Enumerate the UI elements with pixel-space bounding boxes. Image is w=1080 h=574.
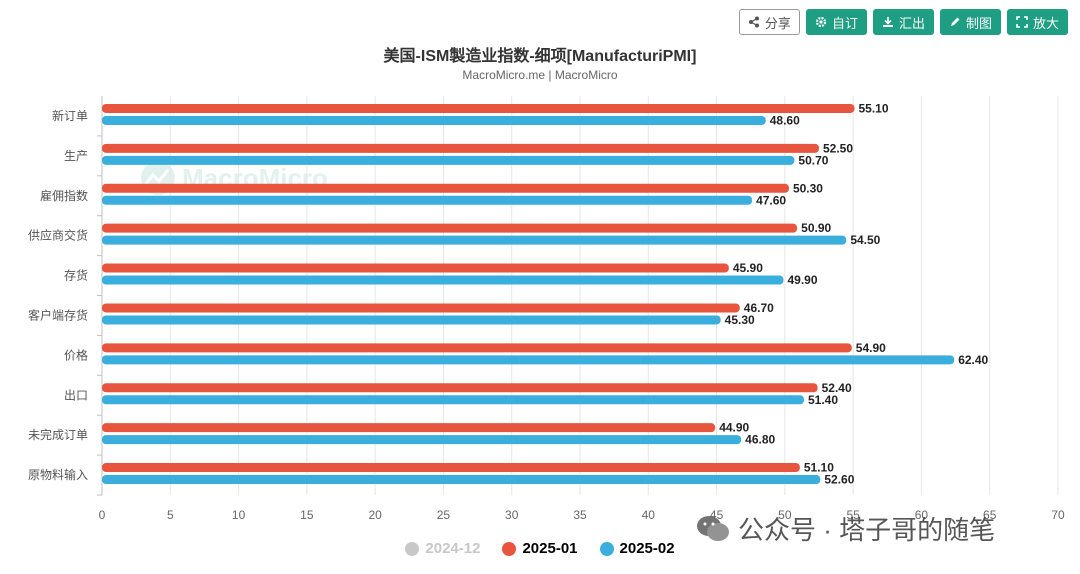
y-category-label: 供应商交货 xyxy=(28,228,88,243)
x-tick-label: 25 xyxy=(437,508,451,522)
bar-2025-01 xyxy=(102,103,855,113)
x-tick-label: 55 xyxy=(846,508,860,522)
x-tick-label: 40 xyxy=(642,508,656,522)
chart-title: 美国-ISM製造业指数-细项[ManufacturiPMI] xyxy=(383,48,697,65)
wechat-watermark: 公众号 · 塔子哥的随笔 xyxy=(696,510,995,547)
x-tick-label: 0 xyxy=(99,508,106,522)
y-category-label: 未完成订单 xyxy=(28,427,88,442)
share-icon xyxy=(748,16,759,28)
chart-toolbar: 分享 自订 汇出 制图 放大 xyxy=(738,9,1068,35)
data-label-2025-02: 46.80 xyxy=(745,433,775,447)
x-tick-label: 65 xyxy=(983,508,997,522)
bar-2025-01 xyxy=(102,463,800,473)
x-tick-label: 70 xyxy=(1051,508,1065,522)
x-tick-label: 60 xyxy=(915,508,929,522)
gear-icon xyxy=(815,16,827,28)
bar-2025-02 xyxy=(102,355,955,365)
data-label-2025-02: 48.60 xyxy=(770,113,800,127)
data-label-2025-02: 45.30 xyxy=(725,313,755,327)
y-category-label: 存货 xyxy=(64,268,88,283)
bar-2025-01 xyxy=(102,183,789,193)
x-tick-label: 20 xyxy=(368,508,382,522)
bar-2025-02 xyxy=(102,475,821,485)
legend-dot-2024-12 xyxy=(405,541,420,556)
chart-legend: 2024-12 2025-01 2025-02 xyxy=(0,540,1080,557)
legend-label-2025-01: 2025-01 xyxy=(522,540,578,557)
draw-label: 制图 xyxy=(965,15,992,31)
bar-2025-02 xyxy=(102,435,742,445)
x-tick-label: 35 xyxy=(573,508,587,522)
wechat-icon xyxy=(697,515,729,541)
data-label-2025-01: 51.10 xyxy=(804,461,834,475)
bar-2025-01 xyxy=(102,423,716,433)
bar-2025-02 xyxy=(102,395,804,405)
legend-item-2025-02[interactable]: 2025-02 xyxy=(599,540,675,557)
bar-2025-01 xyxy=(102,303,740,313)
bar-2025-01 xyxy=(102,263,729,273)
export-label: 汇出 xyxy=(898,15,925,31)
data-label-2025-02: 50.70 xyxy=(798,153,828,167)
custom-button[interactable]: 自订 xyxy=(805,9,867,35)
expand-icon xyxy=(1016,16,1028,28)
data-label-2025-01: 46.70 xyxy=(744,301,774,315)
x-tick-label: 15 xyxy=(300,508,314,522)
y-category-label: 价格 xyxy=(64,347,88,362)
share-button[interactable]: 分享 xyxy=(738,9,800,35)
draw-button[interactable]: 制图 xyxy=(939,9,1001,35)
share-label: 分享 xyxy=(764,15,791,31)
legend-label-2025-02: 2025-02 xyxy=(619,540,675,557)
download-icon xyxy=(882,17,893,27)
bar-2025-02 xyxy=(102,195,753,205)
x-tick-label: 10 xyxy=(232,508,246,522)
wechat-watermark-text: 公众号 · 塔子哥的随笔 xyxy=(738,515,996,545)
x-tick-label: 5 xyxy=(167,508,174,522)
chart-subtitle: MacroMicro.me | MacroMicro xyxy=(462,68,618,82)
x-tick-label: 30 xyxy=(505,508,519,522)
bar-2025-02 xyxy=(102,155,795,165)
bar-2025-01 xyxy=(102,343,852,353)
data-label-2025-02: 54.50 xyxy=(850,233,880,247)
bar-2025-02 xyxy=(102,115,766,125)
legend-dot-2025-01 xyxy=(502,541,517,556)
bar-2025-01 xyxy=(102,223,798,233)
data-label-2025-02: 47.60 xyxy=(756,193,786,207)
data-label-2025-02: 51.40 xyxy=(808,393,838,407)
data-label-2025-01: 54.90 xyxy=(856,341,886,355)
data-label-2025-01: 55.10 xyxy=(859,101,889,115)
bar-2025-01 xyxy=(102,383,818,393)
data-label-2025-01: 50.30 xyxy=(793,181,823,195)
bar-2025-02 xyxy=(102,275,784,285)
enlarge-button[interactable]: 放大 xyxy=(1006,9,1068,35)
legend-item-2024-12[interactable]: 2024-12 xyxy=(405,540,480,557)
y-category-label: 原物料输入 xyxy=(28,467,88,482)
enlarge-label: 放大 xyxy=(1032,15,1059,31)
data-label-2025-01: 52.50 xyxy=(823,141,853,155)
legend-dot-2025-02 xyxy=(599,541,614,556)
export-button[interactable]: 汇出 xyxy=(872,9,934,35)
y-category-label: 客户端存货 xyxy=(28,307,88,322)
data-label-2025-02: 52.60 xyxy=(824,473,854,487)
y-category-label: 新订单 xyxy=(52,108,88,123)
data-label-2025-02: 49.90 xyxy=(787,273,817,287)
data-label-2025-01: 45.90 xyxy=(733,261,763,275)
bar-2025-02 xyxy=(102,315,721,325)
legend-label-2024-12: 2024-12 xyxy=(425,540,481,557)
bar-2025-01 xyxy=(102,143,819,153)
y-category-label: 生产 xyxy=(64,149,88,163)
data-label-2025-01: 50.90 xyxy=(801,221,831,235)
y-category-label: 雇佣指数 xyxy=(40,188,88,203)
data-label-2025-02: 62.40 xyxy=(958,353,988,367)
pencil-icon xyxy=(950,17,960,26)
custom-label: 自订 xyxy=(831,15,858,31)
data-label-2025-01: 44.90 xyxy=(719,421,749,435)
x-tick-label: 50 xyxy=(778,508,792,522)
y-category-label: 出口 xyxy=(64,388,88,402)
bar-2025-02 xyxy=(102,235,847,245)
data-label-2025-01: 52.40 xyxy=(822,381,852,395)
legend-item-2025-01[interactable]: 2025-01 xyxy=(502,540,578,557)
